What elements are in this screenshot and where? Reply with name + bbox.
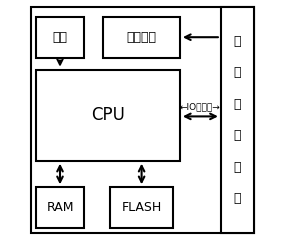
Text: 块: 块 [234,66,241,79]
Bar [36,187,84,228]
Bar [36,70,180,161]
Text: 外: 外 [234,129,241,142]
Text: FLASH: FLASH [122,201,162,214]
Text: RAM: RAM [46,201,74,214]
Text: 模: 模 [234,35,241,48]
Text: 口: 口 [234,192,241,205]
Bar [36,17,84,58]
Text: ←IO口线等→: ←IO口线等→ [180,102,221,111]
Text: 对: 对 [234,98,241,111]
Text: 接: 接 [234,161,241,174]
Bar [103,17,180,58]
Bar [221,7,254,233]
Text: CPU: CPU [91,106,125,124]
Text: 电源管理: 电源管理 [127,31,157,44]
Bar [110,187,173,228]
Text: 时钟: 时钟 [52,31,67,44]
